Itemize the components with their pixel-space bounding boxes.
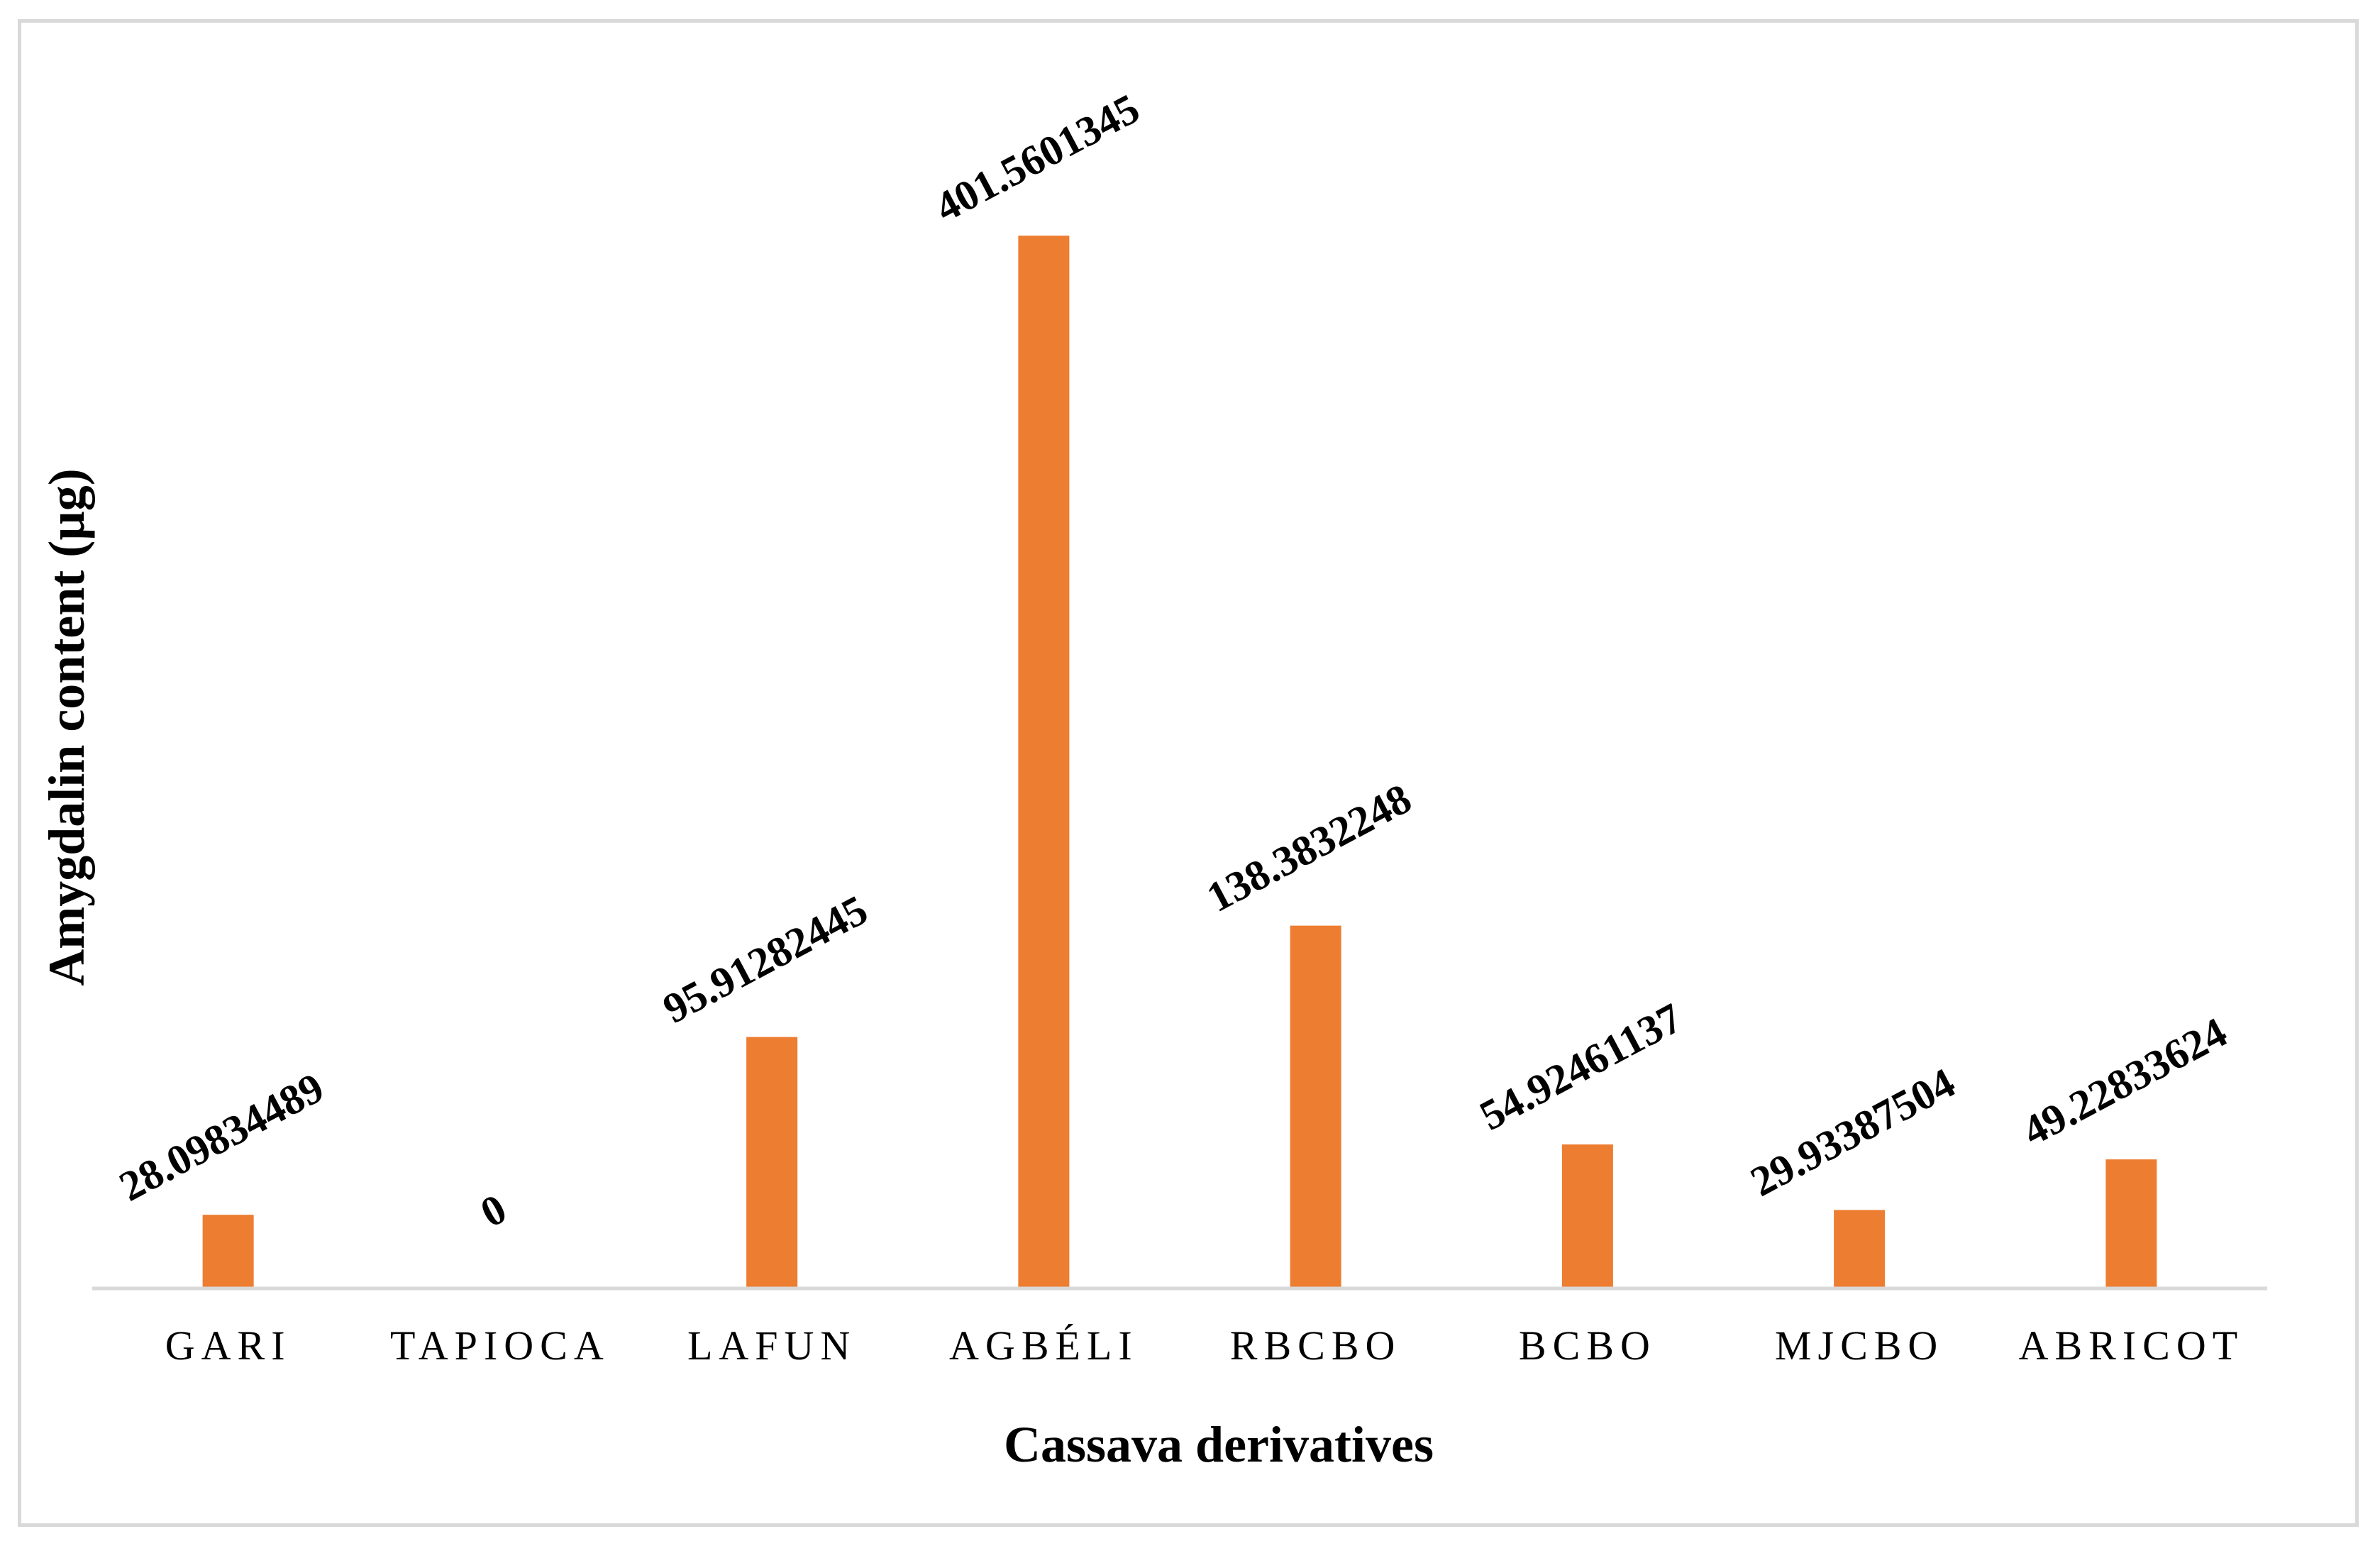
tick-labels-layer: GARI TAPIOCA LAFUN AGBÉLI RBCBO BCBO MJCBO ABRI… <box>165 1323 2245 1369</box>
bar-gari <box>202 1215 254 1288</box>
x-tick-label: TAPIOCA <box>390 1323 610 1369</box>
data-label: 28.09834489 <box>112 1064 331 1210</box>
bar-abricot <box>2105 1159 2157 1288</box>
data-label: 138.3832248 <box>1200 775 1419 921</box>
bar-mjcbo <box>1834 1210 1886 1288</box>
bars-layer <box>202 236 2157 1289</box>
x-tick-label: MJCBO <box>1775 1323 1944 1369</box>
bar-agb-li <box>1018 236 1070 1289</box>
x-tick-label: RBCBO <box>1230 1323 1402 1369</box>
x-tick-label: BCBO <box>1519 1323 1656 1369</box>
data-label: 0 <box>473 1185 514 1236</box>
data-label: 401.5601345 <box>927 84 1146 231</box>
data-label: 54.92461137 <box>1472 994 1689 1139</box>
data-label: 49.22833624 <box>2015 1008 2234 1154</box>
data-labels-layer: 28.09834489 0 95.91282445 401.5601345 138.38… <box>112 84 2235 1236</box>
bar-lafun <box>746 1037 798 1288</box>
x-tick-label: LAFUN <box>687 1323 856 1369</box>
data-label: 95.91282445 <box>655 886 875 1032</box>
bar-rbcbo <box>1290 925 1341 1288</box>
chart-frame <box>18 19 2359 1527</box>
y-axis-title: Amygdalin content (µg) <box>38 468 95 985</box>
bar-bcbo <box>1561 1144 1613 1288</box>
x-axis-title: Cassava derivatives <box>1004 1416 1434 1473</box>
data-label: 29.93387504 <box>1743 1059 1962 1205</box>
x-tick-label: GARI <box>165 1323 292 1369</box>
x-tick-label: AGBÉLI <box>949 1323 1139 1369</box>
x-tick-label: ABRICOT <box>2019 1323 2245 1369</box>
